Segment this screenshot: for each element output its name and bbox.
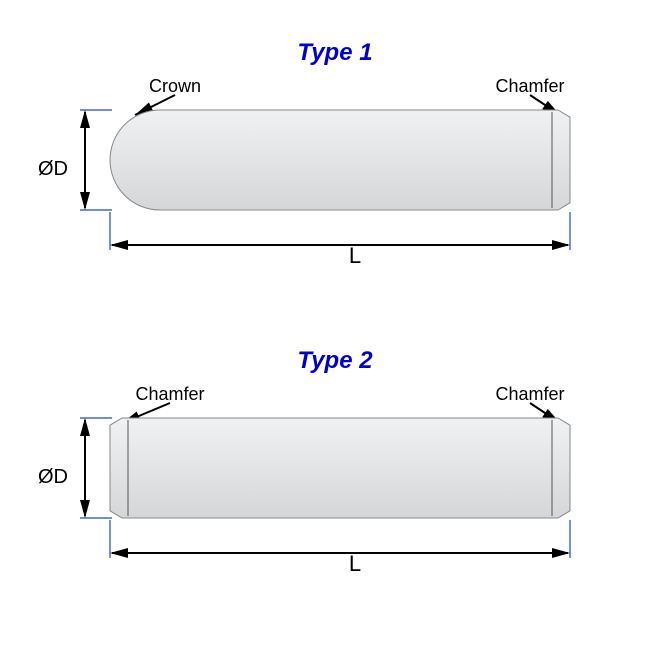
type2-diameter-label: ØD [38,466,68,488]
diagram-svg: Type 1 Crown Chamfer ØD L Type 2 Chamfer Chamfe… [0,0,670,670]
type1-diameter-label: ØD [38,158,68,180]
type1-left-label: Crown [149,76,201,96]
pin-type1 [110,110,570,210]
type1-length-label: L [349,243,361,268]
type2-left-label: Chamfer [135,384,204,404]
type1-right-label: Chamfer [495,76,564,96]
diagram-canvas: Type 1 Crown Chamfer ØD L Type 2 Chamfer Chamfe… [0,0,670,670]
type2-title: Type 2 [297,347,373,374]
type2-length-label: L [349,551,361,576]
type2-right-label: Chamfer [495,384,564,404]
pin-type2 [110,418,570,518]
type1-title: Type 1 [297,39,372,66]
